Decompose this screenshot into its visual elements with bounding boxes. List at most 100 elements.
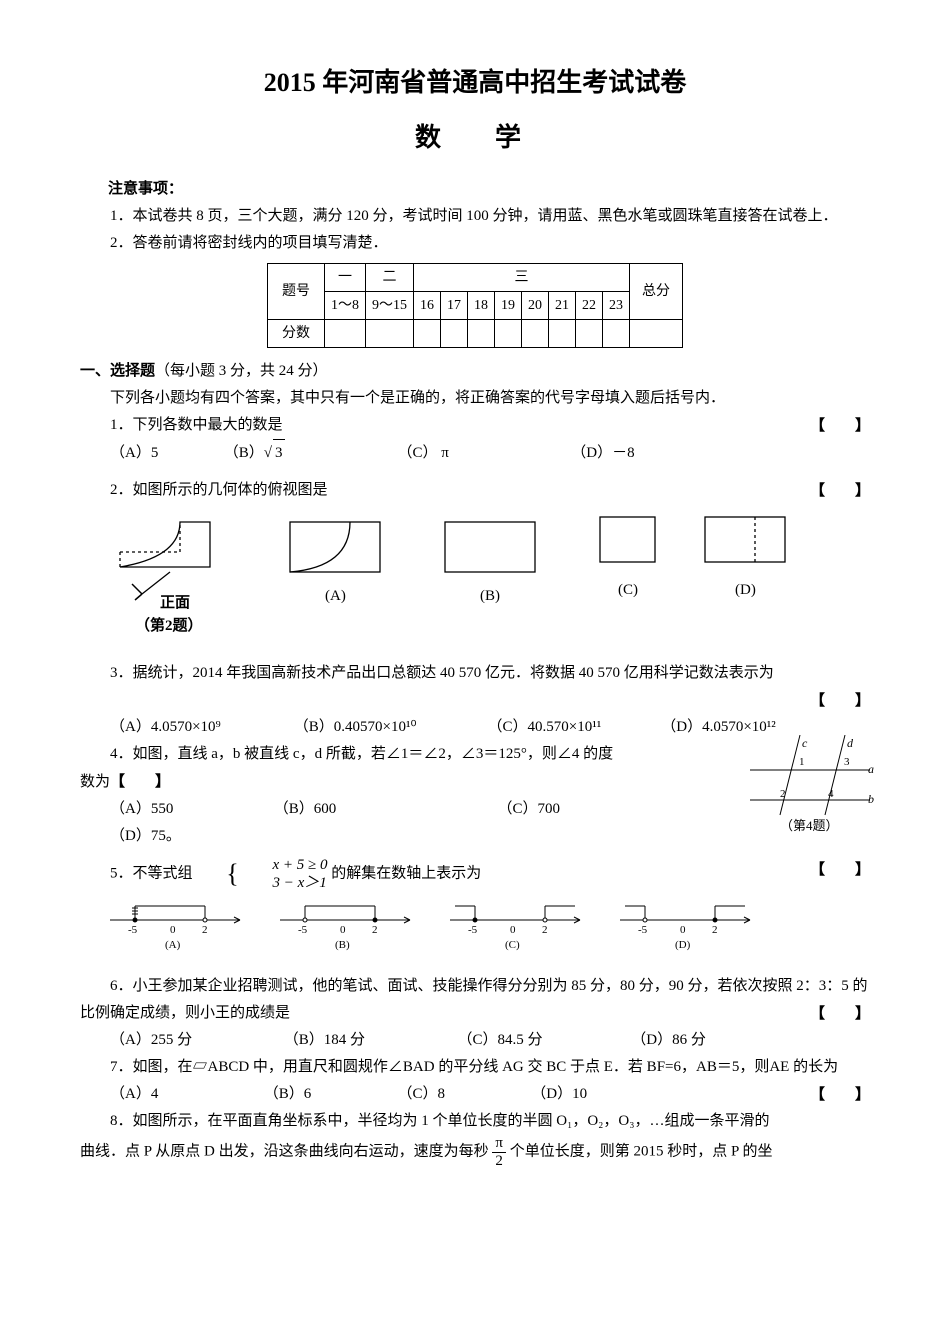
- subcol: 18: [468, 291, 495, 319]
- answer-bracket: 【 】: [780, 412, 870, 439]
- svg-text:c: c: [802, 736, 808, 750]
- svg-text:b: b: [868, 792, 874, 806]
- score-cell: [366, 319, 414, 347]
- notice-1: 1．本试卷共 8 页，三个大题，满分 120 分，考试时间 100 分钟，请用蓝…: [80, 203, 870, 230]
- row-label-header: 题号: [268, 263, 325, 319]
- svg-text:0: 0: [510, 924, 516, 936]
- q8-stem-a: 8．如图所示，在平面直角坐标系中，半径均为 1 个单位长度的半圆 O₁，O₂，O…: [80, 1108, 870, 1135]
- answer-bracket: 【 】: [110, 773, 170, 790]
- q1-options: （A）5 （B）√3 （C） π （D）－8: [110, 439, 870, 467]
- score-cell: [630, 319, 683, 347]
- score-cell: [414, 319, 441, 347]
- q7-options: （A）4 （B）6 （C）8 （D）10: [110, 1081, 870, 1108]
- q3-A: （A）4.0570×10⁹: [110, 714, 290, 741]
- q6-B: （B）184 分: [284, 1027, 454, 1054]
- svg-text:2: 2: [712, 924, 718, 936]
- subcol: 20: [522, 291, 549, 319]
- q7-stem: 7．如图，在▱ABCD 中，用直尺和圆规作∠BAD 的平分线 AG 交 BC 于…: [80, 1054, 870, 1081]
- svg-text:(C): (C): [505, 939, 520, 951]
- score-cell: [603, 319, 630, 347]
- q2-D-label: (D): [735, 582, 756, 598]
- svg-text:1: 1: [799, 756, 805, 768]
- subcol: 19: [495, 291, 522, 319]
- score-cell: [576, 319, 603, 347]
- q5-stem: 5．不等式组 { x + 5 ≥ 0 3 − x＞1 的解集在数轴上表示为 【 …: [80, 856, 870, 892]
- subcol: 17: [441, 291, 468, 319]
- q1-C: （C） π: [398, 440, 568, 467]
- exam-subject: 数 学: [80, 115, 870, 162]
- subcol: 16: [414, 291, 441, 319]
- svg-text:-5: -5: [128, 924, 138, 936]
- exam-title: 2015 年河南省普通高中招生考试试卷: [80, 60, 870, 107]
- group-2: 二: [366, 263, 414, 291]
- svg-text:2: 2: [542, 924, 548, 936]
- q8-fraction: π 2: [492, 1135, 506, 1169]
- q3-B: （B）0.40570×10¹⁰: [294, 714, 484, 741]
- subcol: 22: [576, 291, 603, 319]
- q1-D: （D）－8: [571, 440, 634, 467]
- q2-A-label: (A): [325, 588, 346, 604]
- score-cell: [549, 319, 576, 347]
- subcol: 9～15: [366, 291, 414, 319]
- q4-C: （C）700: [498, 796, 561, 823]
- q1-stem: 1．下列各数中最大的数是 【 】: [80, 412, 870, 439]
- svg-text:-5: -5: [468, 924, 478, 936]
- answer-bracket: 【 】: [780, 856, 870, 883]
- q6-C: （C）84.5 分: [458, 1027, 628, 1054]
- svg-text:4: 4: [828, 788, 834, 800]
- row-label-score: 分数: [268, 319, 325, 347]
- svg-text:(D): (D): [675, 939, 691, 951]
- q7-C: （C）8: [398, 1081, 528, 1108]
- q2-tag: （第2题）: [135, 616, 203, 634]
- score-cell: [495, 319, 522, 347]
- svg-text:0: 0: [680, 924, 686, 936]
- group-3: 三: [414, 263, 630, 291]
- q3-stem: 3．据统计，2014 年我国高新技术产品出口总额达 40 570 亿元．将数据 …: [80, 660, 870, 687]
- q4-B: （B）600: [274, 796, 494, 823]
- score-cell: [441, 319, 468, 347]
- q6-D: （D）86 分: [631, 1027, 706, 1054]
- answer-bracket: 【 】: [780, 1000, 870, 1027]
- q7-B: （B）6: [264, 1081, 394, 1108]
- q4-block: 4．如图，直线 a，b 被直线 c，d 所截，若∠1＝∠2，∠3＝125°，则∠…: [80, 741, 870, 850]
- svg-text:2: 2: [202, 924, 208, 936]
- svg-text:(B): (B): [335, 939, 350, 951]
- svg-text:(A): (A): [165, 939, 181, 951]
- subcol: 1～8: [325, 291, 366, 319]
- subcol: 21: [549, 291, 576, 319]
- q7-A: （A）4: [110, 1081, 260, 1108]
- answer-bracket: 【 】: [810, 687, 870, 714]
- notice-2: 2．答卷前请将密封线内的项目填写清楚．: [80, 230, 870, 257]
- answer-bracket: 【 】: [780, 477, 870, 504]
- q5-figure: -5 0 2 (A) -5 0 2 (B) -5 0 2 (C): [110, 900, 870, 965]
- svg-text:-5: -5: [298, 924, 308, 936]
- q4-fig-tag: （第4题）: [780, 818, 839, 833]
- answer-bracket: 【 】: [780, 1081, 870, 1108]
- q3-C: （C）40.570×10¹¹: [488, 714, 658, 741]
- q4-figure: c d a b 1 2 3 4 （第4题）: [750, 735, 880, 845]
- svg-text:3: 3: [844, 756, 850, 768]
- q2-B-label: (B): [480, 588, 500, 604]
- q6-A: （A）255 分: [110, 1027, 280, 1054]
- svg-text:0: 0: [340, 924, 346, 936]
- svg-text:2: 2: [780, 788, 786, 800]
- section-1-header: 一、选择题（每小题 3 分，共 24 分）: [80, 358, 870, 385]
- q1-A: （A）5: [110, 440, 220, 467]
- score-cell: [522, 319, 549, 347]
- score-table: 题号 一 二 三 总分 1～8 9～15 16 17 18 19 20 21 2…: [267, 263, 683, 349]
- q2-svg: 正面 （第2题） (A) (B) (C) (D): [110, 512, 810, 642]
- q4-A: （A）550: [110, 796, 270, 823]
- svg-text:0: 0: [170, 924, 176, 936]
- svg-text:a: a: [868, 762, 874, 776]
- score-cell: [325, 319, 366, 347]
- q2-front-label: 正面: [160, 594, 190, 611]
- group-total: 总分: [630, 263, 683, 319]
- subcol: 23: [603, 291, 630, 319]
- q2-stem: 2．如图所示的几何体的俯视图是 【 】: [80, 477, 870, 504]
- q2-C-label: (C): [618, 582, 638, 598]
- q6-stem: 6．小王参加某企业招聘测试，他的笔试、面试、技能操作得分分别为 85 分，80 …: [80, 973, 870, 1027]
- notice-heading: 注意事项：: [108, 176, 870, 203]
- group-1: 一: [325, 263, 366, 291]
- svg-text:2: 2: [372, 924, 378, 936]
- score-cell: [468, 319, 495, 347]
